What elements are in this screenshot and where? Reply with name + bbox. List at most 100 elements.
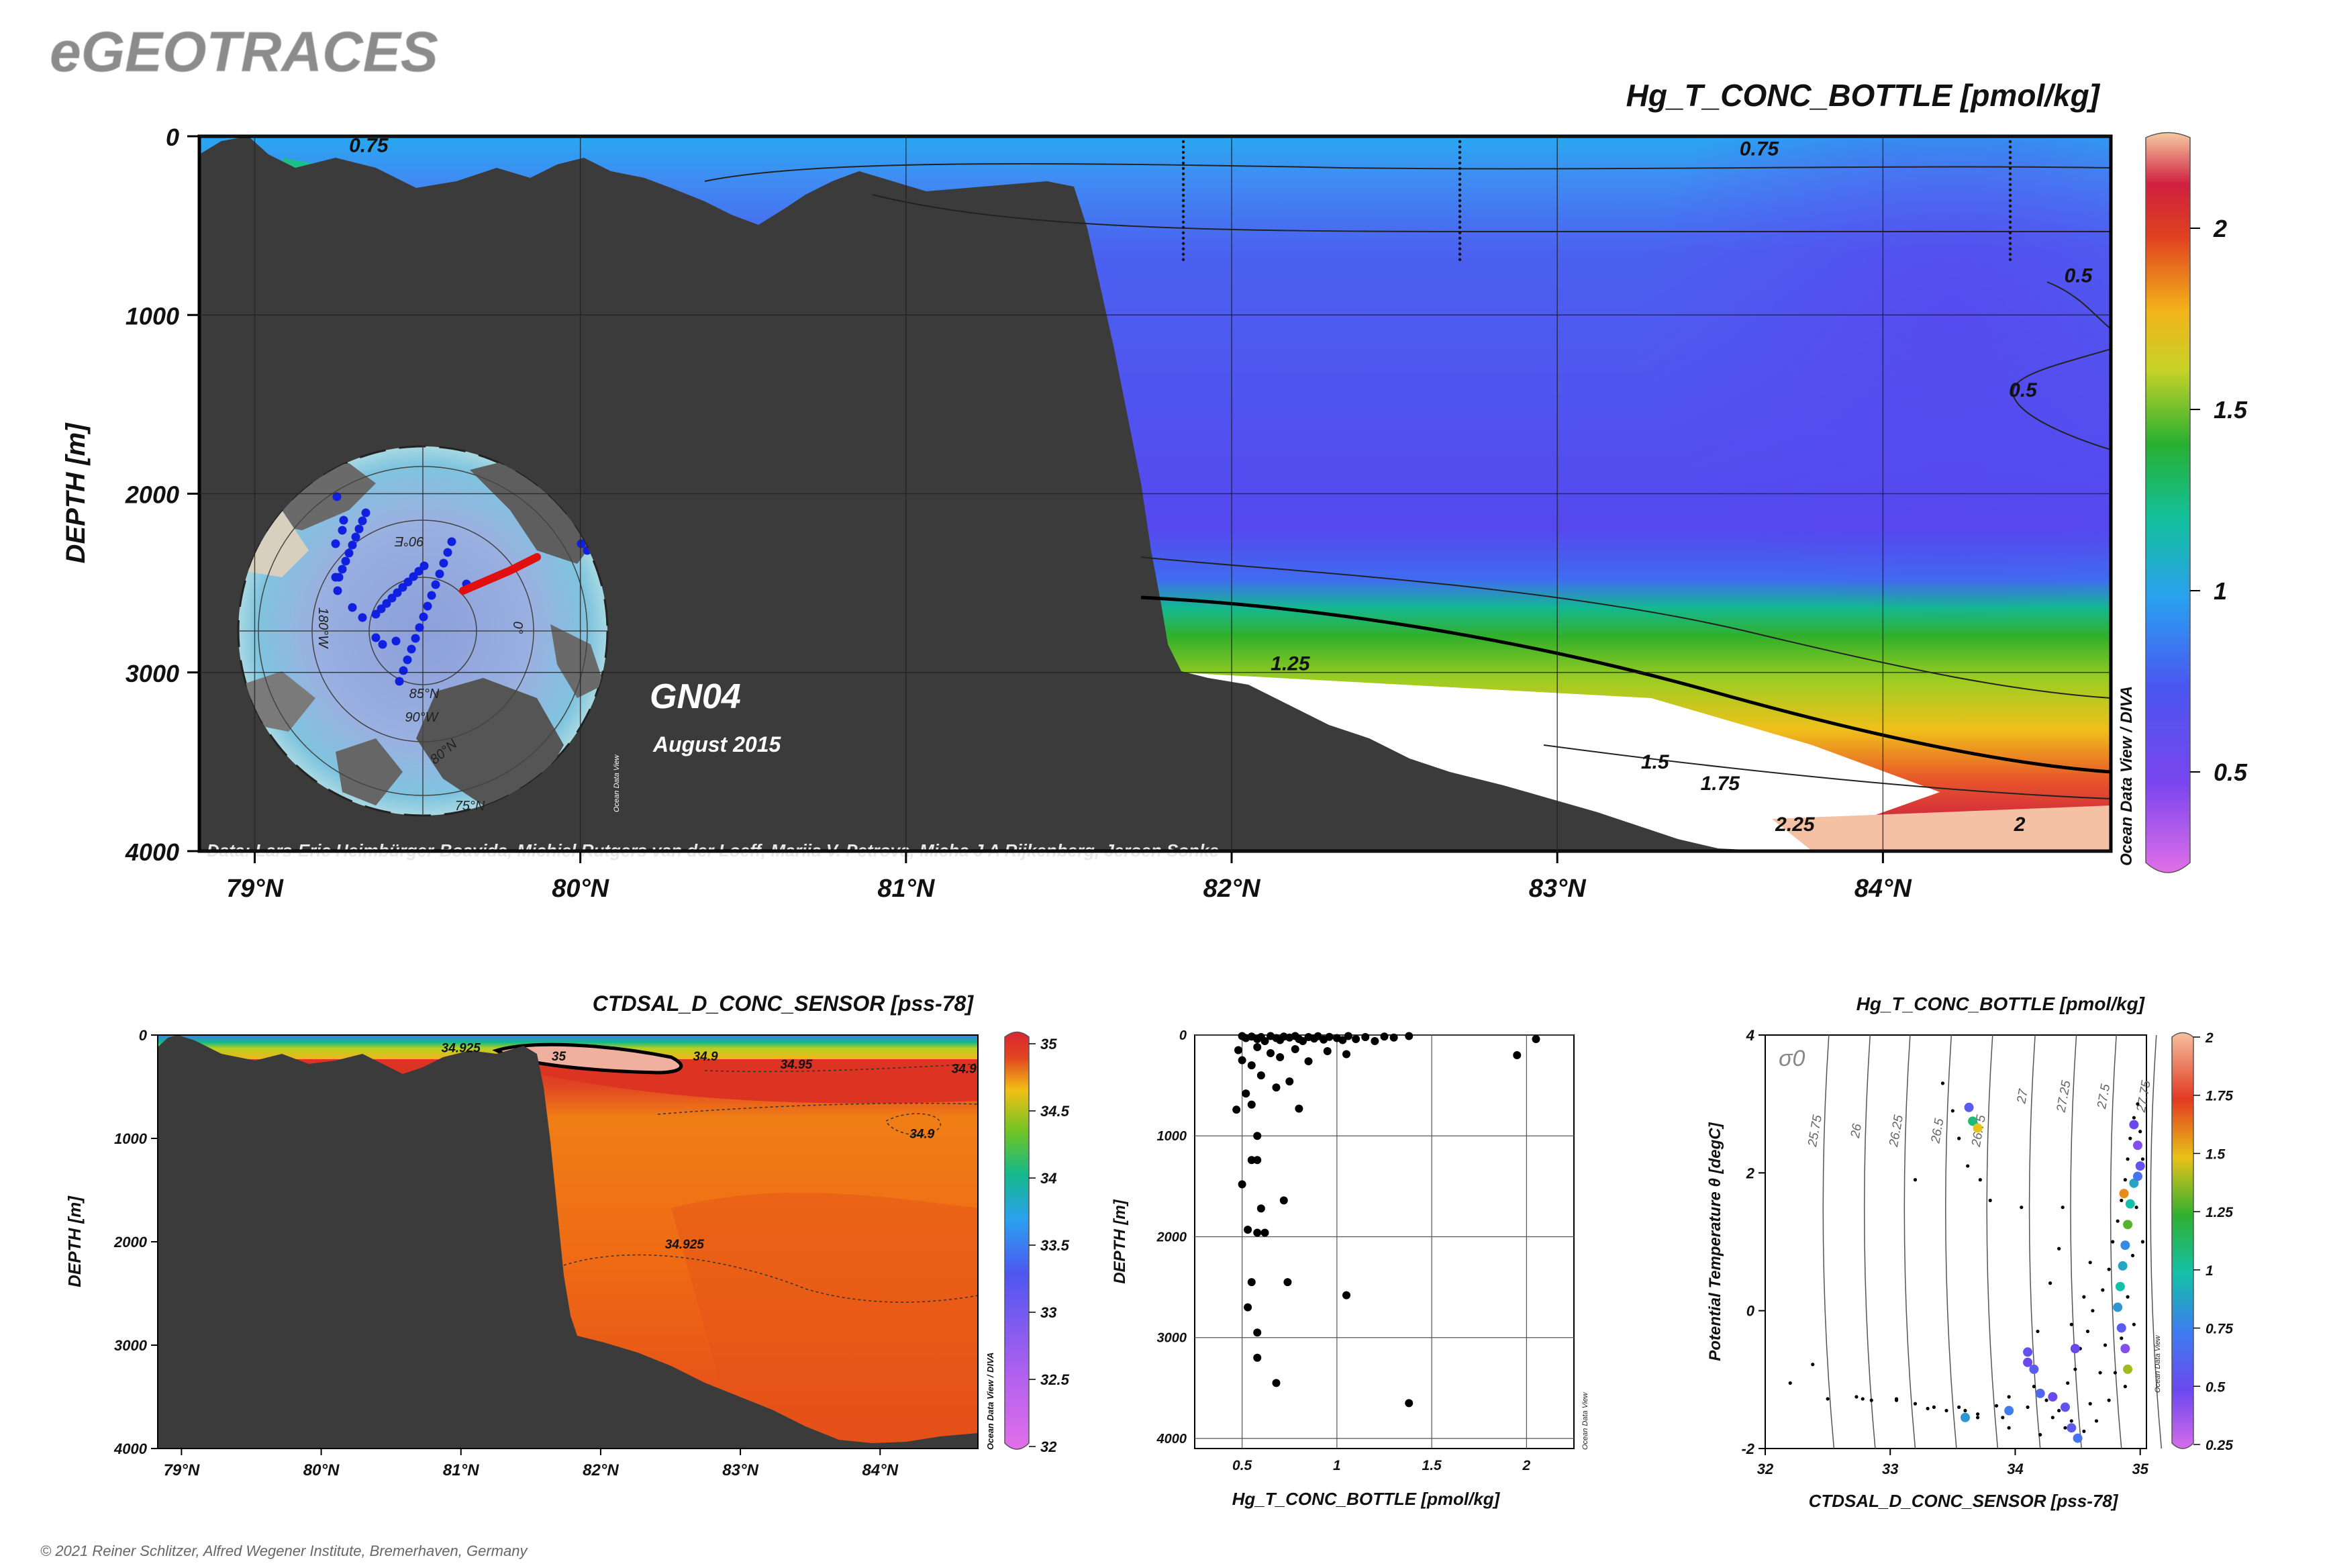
sal-colorbar-shape xyxy=(1004,1031,1030,1450)
main-x-tick-label: 80°N xyxy=(552,875,609,903)
ts-colored-point xyxy=(2113,1302,2123,1312)
salinity-section-plot: CTDSAL_D_CONC_SENSOR [pss-78] DEPTH [m] … xyxy=(64,991,1070,1479)
contour-05 xyxy=(2046,281,2111,330)
main-sample-dot xyxy=(1181,247,1185,250)
sal-y-tick-label: 3000 xyxy=(114,1337,148,1354)
ts-background-point xyxy=(1861,1397,1865,1401)
ts-colored-point xyxy=(2120,1344,2130,1354)
inset-station-dot xyxy=(395,677,404,686)
main-sample-dot xyxy=(1458,252,1462,256)
inset-station-dot xyxy=(435,569,444,579)
main-sample-dot xyxy=(2008,199,2012,203)
main-sample-dot xyxy=(1458,226,1462,229)
ts-isopycnal-line xyxy=(2028,1034,2041,1449)
ts-background-point xyxy=(2066,1381,2070,1385)
main-colorbar-tick-label: 1 xyxy=(2214,577,2227,605)
ts-background-point xyxy=(2073,1367,2077,1371)
ts-colorbar-tick-label: 0.25 xyxy=(2206,1438,2233,1453)
main-sample-dot xyxy=(1458,140,1462,144)
ts-sigma-label: σ0 xyxy=(1779,1046,1805,1071)
prof-point xyxy=(1338,1036,1347,1044)
main-sample-dot xyxy=(2008,177,2012,181)
prof-point xyxy=(1260,1037,1269,1046)
ts-background-point xyxy=(1788,1381,1792,1385)
ts-background-point xyxy=(2069,1322,2073,1326)
main-x-tick-label: 82°N xyxy=(1203,875,1261,903)
inset-station-dot xyxy=(387,593,397,603)
main-x-tick-label: 84°N xyxy=(1854,875,1912,903)
inset-station-dot xyxy=(341,556,350,566)
inset-station-dot xyxy=(399,666,408,675)
prof-x-tick-label: 2 xyxy=(1522,1458,1531,1473)
prof-point xyxy=(1342,1050,1350,1059)
ts-background-point xyxy=(2032,1385,2036,1389)
main-sample-dot xyxy=(2008,242,2012,245)
inset-station-dot xyxy=(398,583,407,592)
prof-point xyxy=(1352,1035,1360,1044)
main-sample-dot xyxy=(1181,236,1185,240)
main-contour-labels: 0.75 0.75 0.5 0.5 1.25 1.5 1.75 2.25 2 xyxy=(349,134,2093,836)
ts-background-point xyxy=(2120,1198,2124,1202)
inset-station-dot xyxy=(339,516,348,525)
ts-x-tick-label: 35 xyxy=(2132,1461,2148,1477)
main-sample-dot xyxy=(2008,166,2012,170)
ts-background-point xyxy=(1869,1398,1873,1402)
main-sample-dot xyxy=(1181,156,1185,160)
ts-points xyxy=(1788,1081,2145,1443)
ts-background-point xyxy=(2136,1102,2140,1106)
inset-station-dot xyxy=(358,516,367,526)
main-y-tick-label: 1000 xyxy=(126,302,179,330)
station-label: GN04 xyxy=(650,677,741,716)
prof-point xyxy=(1513,1051,1522,1060)
main-contour-label: 1.25 xyxy=(1271,652,1311,675)
ts-background-point xyxy=(2048,1281,2052,1285)
inset-gn04-track xyxy=(459,553,541,595)
inset-label-90w: 90°W xyxy=(405,710,439,725)
main-sample-dot xyxy=(1181,134,1185,138)
inset-station-dot xyxy=(415,623,424,632)
sal-x-tick-label: 79°N xyxy=(164,1461,200,1479)
ts-y-tick-label: -2 xyxy=(1741,1440,1754,1457)
inset-station-dot xyxy=(377,604,386,614)
main-sample-dot xyxy=(1458,215,1462,219)
ts-colored-point xyxy=(2125,1199,2135,1209)
prof-x-axis-label: Hg_T_CONC_BOTTLE [pmol/kg] xyxy=(1232,1489,1501,1509)
main-colorbar-shape xyxy=(2145,132,2191,873)
inset-label-90e: 90°E xyxy=(395,534,424,548)
ts-background-point xyxy=(2120,1336,2124,1340)
prof-point xyxy=(1371,1037,1379,1046)
main-colorbar-tick-label: 2 xyxy=(2213,215,2227,242)
ts-background-point xyxy=(2128,1136,2132,1140)
prof-point xyxy=(1291,1045,1299,1054)
ts-colored-point xyxy=(2067,1423,2077,1433)
ts-colored-point xyxy=(2129,1120,2139,1130)
ts-background-point xyxy=(2123,1178,2127,1182)
sal-colorbar-tick-label: 35 xyxy=(1040,1036,1057,1052)
ts-colored-point xyxy=(2035,1388,2045,1398)
inset-station-dot xyxy=(403,577,413,587)
sal-odv-label: Ocean Data View / DIVA xyxy=(985,1353,995,1450)
prof-x-tick-label: 1 xyxy=(1333,1458,1341,1473)
main-sample-dot xyxy=(2008,193,2012,197)
prof-point xyxy=(1272,1083,1281,1092)
main-contour-label: 0.75 xyxy=(1740,138,1780,160)
main-sample-dot xyxy=(2008,204,2012,208)
ts-isopycnal-line xyxy=(2150,1034,2163,1449)
prof-point xyxy=(1285,1077,1294,1086)
inset-station-dot xyxy=(447,537,456,546)
main-sample-dot xyxy=(1181,193,1185,197)
ts-background-point xyxy=(2123,1385,2127,1389)
main-sample-dot xyxy=(1458,145,1462,149)
prof-point xyxy=(1323,1047,1332,1056)
sal-chart-title: CTDSAL_D_CONC_SENSOR [pss-78] xyxy=(593,991,975,1016)
contour-125-bold xyxy=(1140,595,2111,774)
main-sample-dot xyxy=(1458,209,1462,213)
prof-point xyxy=(1295,1104,1303,1113)
ts-background-point xyxy=(2101,1288,2105,1292)
ts-colorbar-tick-label: 1.75 xyxy=(2206,1089,2233,1104)
prof-point xyxy=(1299,1037,1307,1046)
main-sample-dot xyxy=(1458,242,1462,245)
ts-x-axis-label: CTDSAL_D_CONC_SENSOR [pss-78] xyxy=(1809,1491,2119,1511)
main-sample-dot xyxy=(1181,204,1185,208)
